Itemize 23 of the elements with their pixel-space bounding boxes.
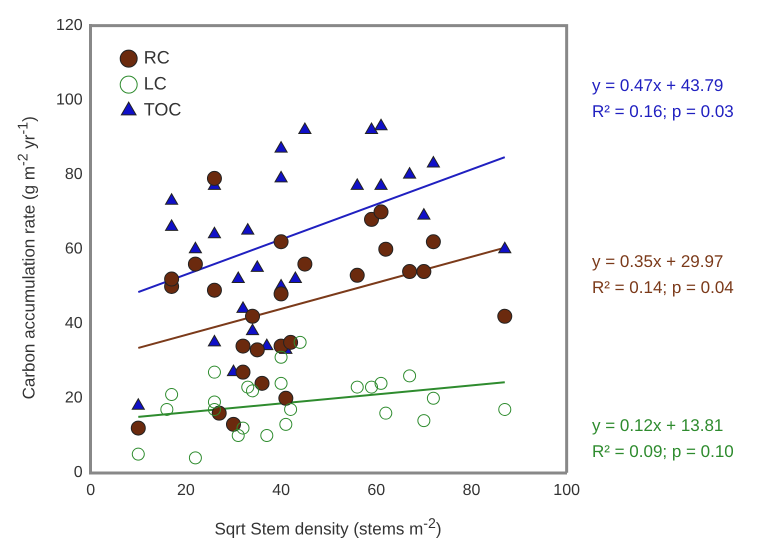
text: R² = 0.09; p = 0.10: [592, 442, 734, 462]
x-axis-title: Sqrt Stem density (stems m$^{-2}$): [213, 516, 443, 540]
y-tick-label: 20: [64, 390, 83, 407]
text: R² = 0.16; p = 0.03: [592, 102, 734, 122]
legend-label: RC: [144, 48, 170, 68]
x-tick-label: 100: [553, 482, 580, 499]
x-tick-label: 80: [462, 482, 480, 499]
legend-label: TOC: [144, 100, 182, 120]
y-tick-label: 100: [56, 92, 83, 109]
x-tick-label: 20: [176, 482, 195, 499]
y-tick-label: 80: [64, 166, 83, 184]
text: y = 0.47x + 43.79: [592, 76, 724, 96]
x-tick-label: 60: [367, 482, 386, 499]
text: y = 0.35x + 29.97: [592, 252, 724, 272]
y-tick-label: 40: [64, 315, 83, 332]
y-tick-label: 0: [74, 464, 83, 482]
text: R² = 0.14; p = 0.04: [592, 278, 734, 298]
x-tick-label: 40: [272, 482, 290, 499]
legend-label: LC: [144, 74, 167, 94]
y-tick-label: 120: [56, 17, 83, 34]
x-tick-label: 0: [86, 482, 96, 499]
y-tick-label: 60: [64, 240, 83, 258]
text: y = 0.12x + 13.81: [592, 416, 724, 436]
